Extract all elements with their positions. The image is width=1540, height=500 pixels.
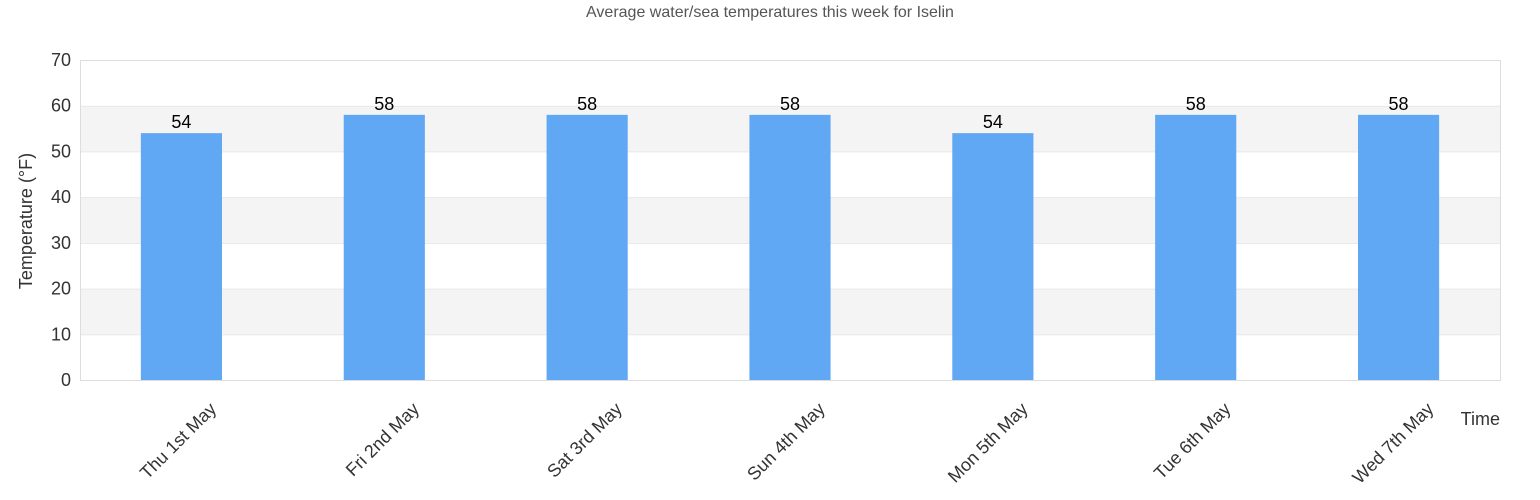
y-tick-label: 70 <box>51 50 71 70</box>
x-axis-ticks: Thu 1st May Fri 2nd May Sat 3rd May Sun 4th… <box>136 399 1437 488</box>
y-tick-label: 50 <box>51 141 71 161</box>
y-tick-label: 30 <box>51 233 71 253</box>
grid-band <box>80 60 1500 106</box>
x-tick-label: Mon 5th May <box>944 399 1032 487</box>
chart-title: Average water/sea temperatures this week… <box>586 4 954 21</box>
y-tick-label: 40 <box>51 187 71 207</box>
data-label: 58 <box>1186 94 1206 114</box>
data-label: 54 <box>171 112 191 132</box>
y-tick-label: 10 <box>51 324 71 344</box>
x-tick-label: Sat 3rd May <box>543 399 626 482</box>
x-tick-label: Thu 1st May <box>136 399 220 483</box>
data-label: 54 <box>983 112 1003 132</box>
y-tick-label: 0 <box>61 370 71 390</box>
bar <box>749 114 831 380</box>
plot-border <box>80 60 1501 381</box>
y-tick-label: 20 <box>51 279 71 299</box>
data-label: 58 <box>1389 94 1409 114</box>
bar <box>546 114 628 380</box>
data-labels: 54 58 58 58 54 58 58 <box>171 94 1408 132</box>
data-label: 58 <box>374 94 394 114</box>
data-label: 58 <box>577 94 597 114</box>
bar <box>1155 114 1237 380</box>
y-axis-ticks: 0 10 20 30 40 50 60 70 <box>51 50 71 390</box>
x-tick-label: Fri 2nd May <box>342 399 423 480</box>
bar <box>140 133 222 380</box>
x-tick-label: Wed 7th May <box>1349 399 1438 488</box>
x-axis-label: Time <box>1461 409 1500 429</box>
bar <box>952 133 1034 380</box>
bar <box>343 114 425 380</box>
data-label: 58 <box>780 94 800 114</box>
y-axis-label: Temperature (°F) <box>16 153 36 289</box>
bars <box>140 114 1440 380</box>
bar <box>1358 114 1440 380</box>
y-tick-label: 60 <box>51 96 71 116</box>
x-tick-label: Sun 4th May <box>743 399 829 485</box>
x-tick-label: Tue 6th May <box>1150 399 1234 483</box>
